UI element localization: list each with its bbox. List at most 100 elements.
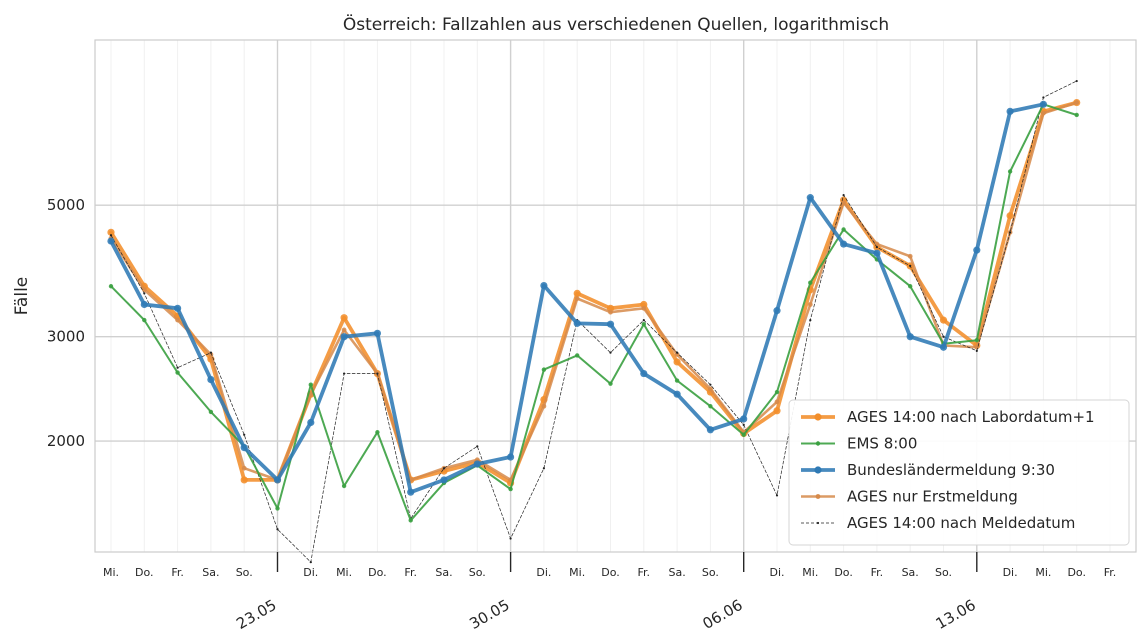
data-point — [507, 453, 515, 461]
data-point — [973, 246, 981, 254]
series-1 — [108, 102, 1079, 523]
data-point — [1074, 112, 1079, 118]
legend-label: AGES 14:00 nach Labordatum+1 — [847, 408, 1095, 426]
legend-swatch-marker — [814, 413, 822, 421]
legend-label: AGES nur Erstmeldung — [847, 488, 1018, 506]
data-point — [573, 289, 581, 297]
x-day-label: Sa. — [435, 566, 452, 579]
series-4 — [109, 79, 1078, 564]
data-point — [209, 351, 212, 354]
series-line — [109, 101, 1078, 482]
data-point — [108, 284, 114, 289]
chart-title: Österreich: Fallzahlen aus verschiedenen… — [343, 13, 889, 35]
x-day-label: Mi. — [1035, 566, 1051, 579]
data-point — [440, 476, 448, 484]
data-point — [641, 305, 647, 311]
data-point — [1074, 100, 1080, 105]
x-axis-ticks: Mi. Do. Fr. Sa. So. Di. Mi. Do. Fr. Sa. So. Di. Mi. D… — [103, 552, 1116, 633]
data-point — [774, 389, 780, 395]
data-point — [473, 460, 481, 468]
data-point — [175, 370, 180, 375]
data-point — [375, 430, 380, 435]
x-day-label: Di. — [1003, 566, 1018, 579]
data-point — [773, 407, 781, 415]
data-point — [775, 494, 779, 497]
data-point — [842, 194, 845, 197]
x-day-label: Sa. — [202, 566, 219, 579]
data-point — [241, 465, 247, 471]
data-point — [476, 445, 479, 448]
x-day-label: Sa. — [902, 566, 919, 579]
series-2 — [107, 100, 1047, 496]
plot-frame — [94, 39, 1137, 553]
series-line — [110, 103, 1078, 522]
data-point — [109, 234, 113, 237]
data-point — [309, 560, 312, 564]
data-point — [240, 476, 248, 484]
data-point — [1075, 79, 1078, 83]
x-week-label: 06.06 — [700, 596, 746, 633]
data-point — [908, 284, 913, 289]
data-point — [676, 351, 679, 354]
data-point — [606, 320, 615, 328]
y-axis-label: Fälle — [12, 277, 32, 316]
data-point — [276, 528, 279, 531]
legend-label: AGES 14:00 nach Meldedatum — [847, 514, 1075, 532]
data-point — [806, 194, 814, 202]
x-day-label: Do. — [135, 566, 154, 579]
data-point — [1007, 169, 1013, 174]
data-point — [708, 404, 713, 409]
data-point — [673, 390, 681, 398]
data-point — [674, 352, 680, 357]
data-point — [573, 319, 581, 327]
x-week-label: 13.06 — [933, 596, 979, 633]
x-day-label: Mi. — [336, 566, 352, 579]
legend-swatch-marker — [814, 466, 822, 474]
data-point — [175, 317, 181, 323]
x-day-label: Mi. — [103, 566, 119, 579]
data-point — [308, 382, 313, 387]
data-point — [774, 399, 780, 405]
data-point — [809, 319, 812, 322]
data-point — [1041, 110, 1046, 116]
data-point — [608, 381, 613, 386]
data-point — [673, 358, 681, 366]
x-day-label: Fr. — [404, 566, 417, 579]
data-point — [376, 372, 379, 375]
y-axis-ticks: 2000 3000 5000 — [47, 196, 85, 450]
x-day-label: Do. — [601, 566, 620, 579]
legend-label: Bundesländermeldung 9:30 — [847, 461, 1055, 479]
x-day-label: Fr. — [638, 566, 651, 579]
data-point — [674, 378, 680, 383]
x-day-label: Do. — [1067, 566, 1086, 579]
x-day-label: Fr. — [171, 566, 184, 579]
data-point — [975, 349, 978, 352]
series-line — [109, 100, 1079, 485]
data-point — [974, 337, 979, 343]
x-day-label: So. — [935, 566, 952, 579]
legend: AGES 14:00 nach Labordatum+1 EMS 8:00 Bund… — [788, 399, 1130, 546]
data-point — [140, 300, 148, 309]
data-point — [640, 369, 648, 378]
x-day-label: Sa. — [668, 566, 685, 579]
x-day-label: Di. — [536, 566, 551, 579]
x-day-label: Mi. — [569, 566, 585, 579]
data-point — [575, 353, 580, 358]
data-point — [208, 409, 214, 415]
data-point — [642, 319, 645, 322]
x-day-label: Mi. — [802, 566, 818, 579]
data-point — [873, 249, 881, 257]
data-point — [243, 433, 246, 436]
data-point — [773, 307, 781, 315]
x-day-label: Fr. — [1104, 566, 1117, 579]
data-point — [340, 314, 348, 322]
data-point — [542, 467, 546, 470]
data-point — [509, 537, 512, 540]
data-point — [275, 506, 280, 511]
data-point — [608, 309, 613, 315]
legend-box — [788, 399, 1130, 546]
y-tick-label: 2000 — [47, 432, 85, 450]
data-point — [907, 253, 913, 259]
data-point — [141, 287, 147, 293]
